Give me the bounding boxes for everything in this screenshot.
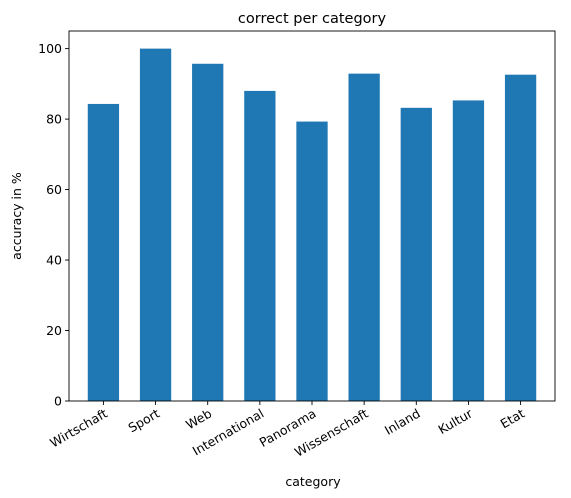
bar-kultur <box>452 100 485 402</box>
x-tick-label: Inland <box>382 406 423 438</box>
y-tick-label: 20 <box>46 323 62 338</box>
x-tick-label: Web <box>183 406 214 433</box>
bar-sport <box>139 48 172 401</box>
y-tick-label: 60 <box>46 182 62 197</box>
x-tick-label: Kultur <box>435 405 475 437</box>
y-tick-label: 100 <box>38 41 62 56</box>
bar-panorama <box>296 121 328 402</box>
y-tick-label: 40 <box>46 253 62 268</box>
x-tick-label: Etat <box>498 406 528 432</box>
bar-wissenschaft <box>348 73 380 401</box>
x-tick-label: Wirtschaft <box>47 406 110 451</box>
bar-etat <box>504 74 537 401</box>
x-axis-label: category <box>285 474 341 489</box>
bar-international <box>244 90 276 402</box>
x-tick-label: Sport <box>125 406 162 436</box>
y-tick-label: 80 <box>46 112 62 127</box>
y-tick-label: 0 <box>54 394 62 409</box>
chart-title: correct per category <box>238 11 387 27</box>
bar-inland <box>400 107 432 402</box>
y-axis-ticks: 0 20 40 60 80 100 <box>38 41 69 409</box>
bars-group <box>87 48 537 402</box>
plot-frame <box>68 30 556 402</box>
x-axis-ticks: Wirtschaft Sport WebInternationalPanoramaW… <box>47 401 527 460</box>
bar-web <box>192 63 224 402</box>
y-axis-label: accuracy in % <box>9 172 24 260</box>
bar-wirtschaft <box>87 103 120 401</box>
